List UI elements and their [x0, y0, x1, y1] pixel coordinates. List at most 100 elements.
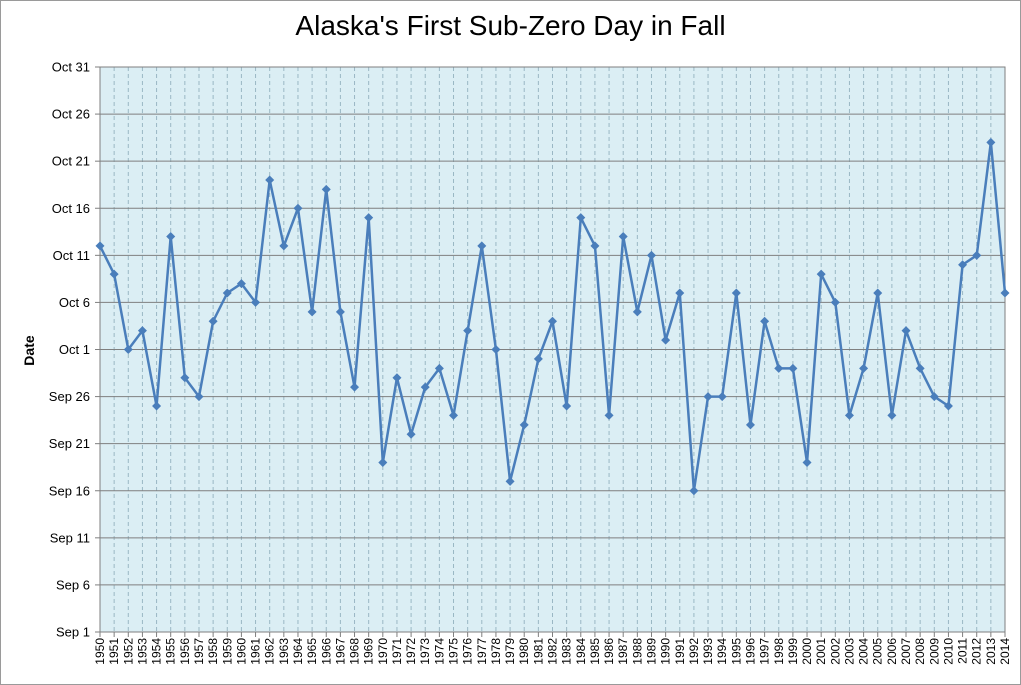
x-tick-label: 2013 — [984, 638, 998, 665]
x-tick-label: 2001 — [814, 638, 828, 665]
x-tick-label: 1961 — [249, 638, 263, 665]
x-tick-label: 1995 — [729, 638, 743, 665]
data-point — [279, 241, 289, 251]
data-point — [604, 410, 614, 420]
x-tick-label: 1950 — [93, 638, 107, 665]
x-tick-label: 1997 — [758, 638, 772, 665]
x-tick-label: 1977 — [475, 638, 489, 665]
x-tick-label: 1953 — [135, 638, 149, 665]
data-point — [873, 288, 883, 298]
x-tick-label: 1985 — [588, 638, 602, 665]
x-tick-label: 1992 — [687, 638, 701, 665]
x-tick-label: 1996 — [743, 638, 757, 665]
x-tick-label: 1952 — [121, 638, 135, 665]
data-point — [802, 458, 812, 467]
x-tick-label: 2005 — [871, 638, 885, 665]
data-point — [788, 363, 798, 373]
x-tick-label: 1975 — [447, 638, 461, 665]
x-tick-label: 1979 — [503, 638, 517, 665]
x-tick-label: 1967 — [333, 638, 347, 665]
x-tick-label: 1994 — [715, 638, 729, 665]
data-point — [590, 241, 600, 251]
x-tick-label: 1972 — [404, 638, 418, 665]
x-tick-label: 1959 — [220, 638, 234, 665]
x-tick-label: 1960 — [234, 638, 248, 665]
data-point — [251, 297, 261, 307]
data-point — [576, 213, 586, 223]
data-point — [449, 410, 459, 420]
y-tick-label: Oct 21 — [52, 154, 90, 169]
x-tick-label: 1998 — [772, 638, 786, 665]
x-tick-label: 1970 — [376, 638, 390, 665]
data-point — [293, 203, 303, 213]
series — [95, 137, 1010, 496]
data-point — [731, 288, 741, 298]
y-tick-label: Sep 1 — [56, 625, 90, 640]
data-point — [958, 260, 968, 270]
data-point — [887, 410, 897, 420]
data-point — [123, 345, 133, 354]
x-tick-label: 1983 — [560, 638, 574, 665]
y-tick-label: Sep 6 — [56, 577, 90, 592]
data-point — [194, 392, 204, 402]
data-point — [208, 316, 218, 326]
data-point — [929, 392, 939, 402]
y-tick-label: Sep 16 — [49, 483, 90, 498]
data-point — [491, 345, 501, 354]
data-point — [675, 288, 685, 298]
x-tick-label: 1954 — [150, 638, 164, 665]
x-tick-label: 1957 — [192, 638, 206, 665]
data-point — [533, 354, 543, 364]
data-point — [859, 363, 869, 373]
x-tick-label: 1963 — [277, 638, 291, 665]
data-point — [986, 137, 996, 147]
x-tick-label: 2012 — [970, 638, 984, 665]
data-point — [477, 241, 487, 251]
x-tick-label: 1976 — [461, 638, 475, 665]
data-point — [661, 335, 671, 345]
x-tick-label: 2006 — [885, 638, 899, 665]
data-point — [632, 307, 642, 317]
data-point — [745, 420, 755, 430]
x-tick-label: 1990 — [659, 638, 673, 665]
x-tick-label: 1951 — [107, 638, 121, 665]
x-tick-label: 2011 — [956, 638, 970, 664]
x-tick-label: 1964 — [291, 638, 305, 665]
y-tick-label: Oct 26 — [52, 107, 90, 122]
data-point — [378, 458, 388, 467]
y-tick-label: Oct 11 — [53, 248, 90, 263]
y-tick-label: Sep 26 — [49, 389, 90, 404]
x-tick-label: 1989 — [644, 638, 658, 665]
y-tick-label: Sep 21 — [49, 436, 90, 451]
y-tick-label: Oct 31 — [52, 60, 90, 75]
x-tick-label: 1974 — [432, 638, 446, 665]
data-point — [646, 250, 656, 260]
x-tick-label: 2009 — [927, 638, 941, 665]
data-point — [943, 401, 953, 411]
x-tick-label: 1991 — [673, 638, 687, 665]
x-tick-label: 1981 — [531, 638, 545, 665]
data-point — [844, 410, 854, 420]
data-point — [335, 307, 345, 317]
data-point — [717, 392, 727, 402]
x-tick-label: 1986 — [602, 638, 616, 665]
x-tick-label: 1980 — [517, 638, 531, 665]
x-tick-label: 2008 — [913, 638, 927, 665]
data-point — [434, 363, 444, 373]
y-tick-label: Sep 11 — [50, 530, 90, 545]
data-point — [703, 392, 713, 402]
x-tick-label: 1978 — [489, 638, 503, 665]
x-tick-label: 1987 — [616, 638, 630, 665]
y-tick-label: Oct 16 — [52, 201, 90, 216]
y-tick-label: Oct 6 — [59, 295, 90, 310]
data-point — [222, 288, 232, 298]
data-point — [307, 307, 317, 317]
data-point — [774, 363, 784, 373]
data-point — [321, 184, 331, 194]
data-point — [972, 250, 982, 260]
data-point — [505, 476, 515, 486]
x-tick-label: 1971 — [390, 638, 404, 665]
data-point — [618, 232, 628, 241]
data-point — [152, 401, 162, 411]
